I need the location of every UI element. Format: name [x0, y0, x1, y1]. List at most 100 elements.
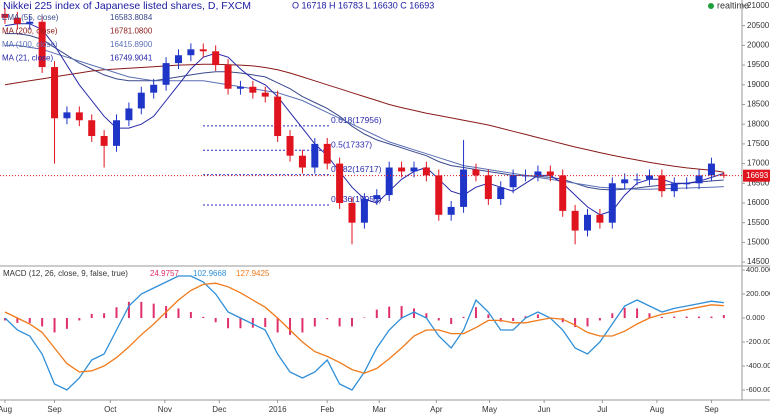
histogram-bar — [202, 316, 205, 319]
candle-body — [286, 136, 294, 156]
y-tick-label: 19500 — [747, 60, 770, 69]
histogram-bar — [673, 316, 676, 319]
x-tick-label: Nov — [158, 405, 172, 414]
histogram-bar — [623, 307, 626, 319]
candle-body — [38, 21, 46, 68]
histogram-bar — [388, 306, 391, 319]
candle-body — [199, 49, 207, 52]
histogram-bar — [28, 318, 31, 323]
candle-body — [63, 112, 71, 119]
histogram-bar — [103, 313, 106, 319]
x-tick-label: Jun — [538, 405, 551, 414]
histogram-bar — [512, 318, 515, 322]
candle-body — [1, 13, 9, 18]
histogram-bar — [289, 318, 292, 335]
y-tick-label: -200.000 — [746, 337, 770, 346]
candle-body — [460, 169, 468, 207]
candle-body — [670, 183, 678, 192]
histogram-bar — [698, 316, 701, 319]
candle-body — [645, 175, 653, 180]
histogram-bar — [412, 308, 415, 319]
x-tick-label: Dec — [212, 405, 226, 414]
candle-body — [298, 155, 306, 168]
histogram-bar — [437, 318, 440, 321]
x-tick-label: May — [482, 405, 497, 414]
x-tick-label: Mar — [372, 405, 386, 414]
candle-body — [584, 214, 592, 231]
candle-body — [187, 49, 195, 56]
last-price-label: 16693 — [746, 171, 769, 180]
candle-body — [695, 175, 703, 184]
candle-body — [497, 187, 505, 200]
candle-body — [311, 143, 319, 168]
ma-line — [5, 44, 724, 190]
candle-body — [398, 167, 406, 172]
fib-label: 0.382(16717) — [331, 164, 382, 174]
histogram-bar — [660, 316, 663, 319]
ma-line — [4, 63, 724, 173]
x-tick-label: Aug — [650, 405, 664, 414]
candle-body — [435, 175, 443, 215]
histogram-bar — [462, 316, 465, 319]
histogram-bar — [78, 318, 81, 321]
x-tick-label: Apr — [430, 405, 443, 414]
histogram-bar — [574, 318, 577, 328]
histogram-bar — [127, 301, 130, 319]
histogram-bar — [648, 313, 651, 319]
candle-body — [26, 21, 34, 24]
candle-body — [51, 67, 59, 119]
candle-body — [348, 202, 356, 223]
legend-value: 102.9668 — [193, 269, 227, 278]
histogram-bar — [400, 306, 403, 319]
y-tick-label: 20000 — [747, 40, 770, 49]
histogram-bar — [524, 316, 527, 319]
fib-label: 0.618(17956) — [331, 115, 382, 125]
histogram-bar — [326, 318, 329, 320]
x-tick-label: 2016 — [269, 405, 287, 414]
legend-name: EMA (55, close) — [2, 13, 59, 22]
legend-value: 16583.8084 — [110, 13, 153, 22]
y-tick-label: 14500 — [747, 257, 770, 266]
candle-body — [658, 175, 666, 192]
x-tick-label: Feb — [320, 405, 334, 414]
y-tick-label: -400.000 — [746, 361, 770, 370]
y-tick-label: 19000 — [747, 80, 770, 89]
histogram-bar — [722, 315, 725, 319]
histogram-bar — [189, 312, 192, 319]
histogram-bar — [227, 318, 230, 329]
x-tick-label: Aug — [0, 405, 12, 414]
histogram-bar — [90, 313, 93, 319]
candle-body — [137, 92, 145, 109]
legend-value: 16781.0800 — [110, 27, 153, 36]
histogram-bar — [586, 318, 589, 327]
y-tick-label: 0.000 — [746, 313, 765, 322]
candle-body — [534, 171, 542, 176]
histogram-bar — [536, 314, 539, 319]
histogram-bar — [425, 313, 428, 319]
y-tick-label: 15000 — [747, 237, 770, 246]
candle-body — [323, 143, 331, 164]
macd-panel — [3, 275, 725, 391]
candle-body — [13, 17, 21, 24]
candle-body — [236, 86, 244, 89]
candle-body — [683, 183, 691, 185]
candle-body — [336, 163, 344, 203]
candle-body — [410, 167, 418, 172]
candle-body — [100, 136, 108, 146]
histogram-bar — [65, 318, 68, 329]
candle-body — [484, 175, 492, 200]
histogram-bar — [363, 317, 366, 319]
histogram-bar — [3, 318, 6, 321]
y-tick-label: 15500 — [747, 218, 770, 227]
histogram-bar — [351, 318, 354, 327]
y-tick-label: 18500 — [747, 100, 770, 109]
macd-title: MACD (12, 26, close, 9, false, true) — [3, 269, 128, 278]
legend-value: 127.9425 — [236, 269, 270, 278]
histogram-bar — [474, 307, 477, 319]
legend-value: 24.9757 — [150, 269, 179, 278]
histogram-bar — [16, 318, 19, 323]
candle-body — [633, 179, 641, 181]
candle-body — [174, 55, 182, 64]
